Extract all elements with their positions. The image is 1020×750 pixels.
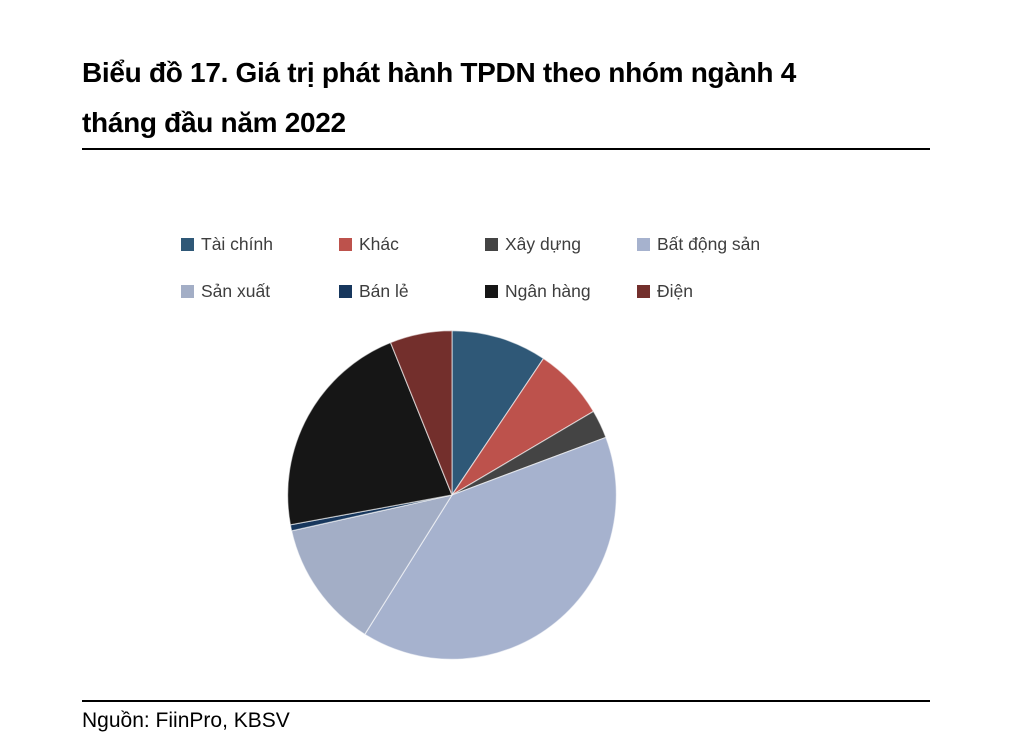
legend-label-bat-dong-san: Bất động sản (657, 234, 761, 254)
legend-label-san-xuat: Sản xuất (201, 281, 271, 301)
legend-item-san-xuat: Sản xuất (181, 280, 339, 302)
legend-item-xay-dung: Xây dựng (485, 233, 637, 255)
figure-footer: Nguồn: FiinPro, KBSV (82, 700, 930, 734)
pie-chart (287, 330, 617, 660)
pie-slice-tai-chinh (451, 330, 545, 496)
legend-swatch-dien (637, 284, 650, 298)
legend-item-dien: Điện (637, 280, 760, 302)
legend-label-xay-dung: Xây dựng (505, 234, 581, 254)
legend-item-ngan-hang: Ngân hàng (485, 280, 637, 302)
legend-swatch-xay-dung (485, 237, 498, 251)
figure-title: Biểu đồ 17. Giá trị phát hành TPDN theo … (82, 48, 930, 148)
pie-slice-bat-dong-san (364, 436, 617, 660)
legend-item-bat-dong-san: Bất động sản (637, 233, 760, 255)
chart-legend: Tài chính Khác Xây dựng Bất động sản Sản… (181, 233, 760, 302)
pie-slice-dien (389, 330, 453, 496)
source-text: Nguồn: FiinPro, KBSV (82, 709, 290, 732)
legend-swatch-tai-chinh (181, 237, 194, 251)
pie-chart-container (286, 329, 618, 661)
legend-swatch-san-xuat (181, 284, 194, 298)
figure-title-line2: tháng đầu năm 2022 (82, 107, 346, 138)
legend-item-ban-le: Bán lẻ (339, 280, 485, 302)
pie-slice-ngan-hang (287, 341, 453, 526)
legend-label-dien: Điện (657, 281, 693, 301)
footer-divider (82, 700, 930, 702)
legend-label-khac: Khác (359, 234, 399, 254)
legend-label-ban-le: Bán lẻ (359, 281, 409, 301)
legend-swatch-khac (339, 237, 352, 251)
legend-swatch-ngan-hang (485, 284, 498, 298)
legend-item-tai-chinh: Tài chính (181, 233, 339, 255)
legend-label-tai-chinh: Tài chính (201, 234, 273, 254)
title-underline (82, 148, 930, 150)
legend-swatch-bat-dong-san (637, 237, 650, 251)
legend-swatch-ban-le (339, 284, 352, 298)
figure-header: Biểu đồ 17. Giá trị phát hành TPDN theo … (82, 48, 930, 150)
legend-label-ngan-hang: Ngân hàng (505, 281, 591, 301)
pie-slice-san-xuat (291, 494, 453, 635)
figure-title-line1: Biểu đồ 17. Giá trị phát hành TPDN theo … (82, 57, 796, 88)
legend-item-khac: Khác (339, 233, 485, 255)
